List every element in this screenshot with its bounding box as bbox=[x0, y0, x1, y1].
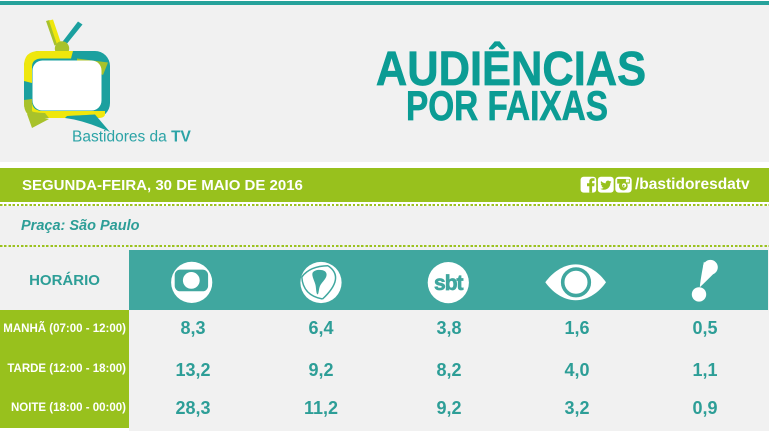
svg-text:sbt: sbt bbox=[434, 272, 464, 295]
svg-text:Bastidores da TV: Bastidores da TV bbox=[72, 129, 192, 146]
